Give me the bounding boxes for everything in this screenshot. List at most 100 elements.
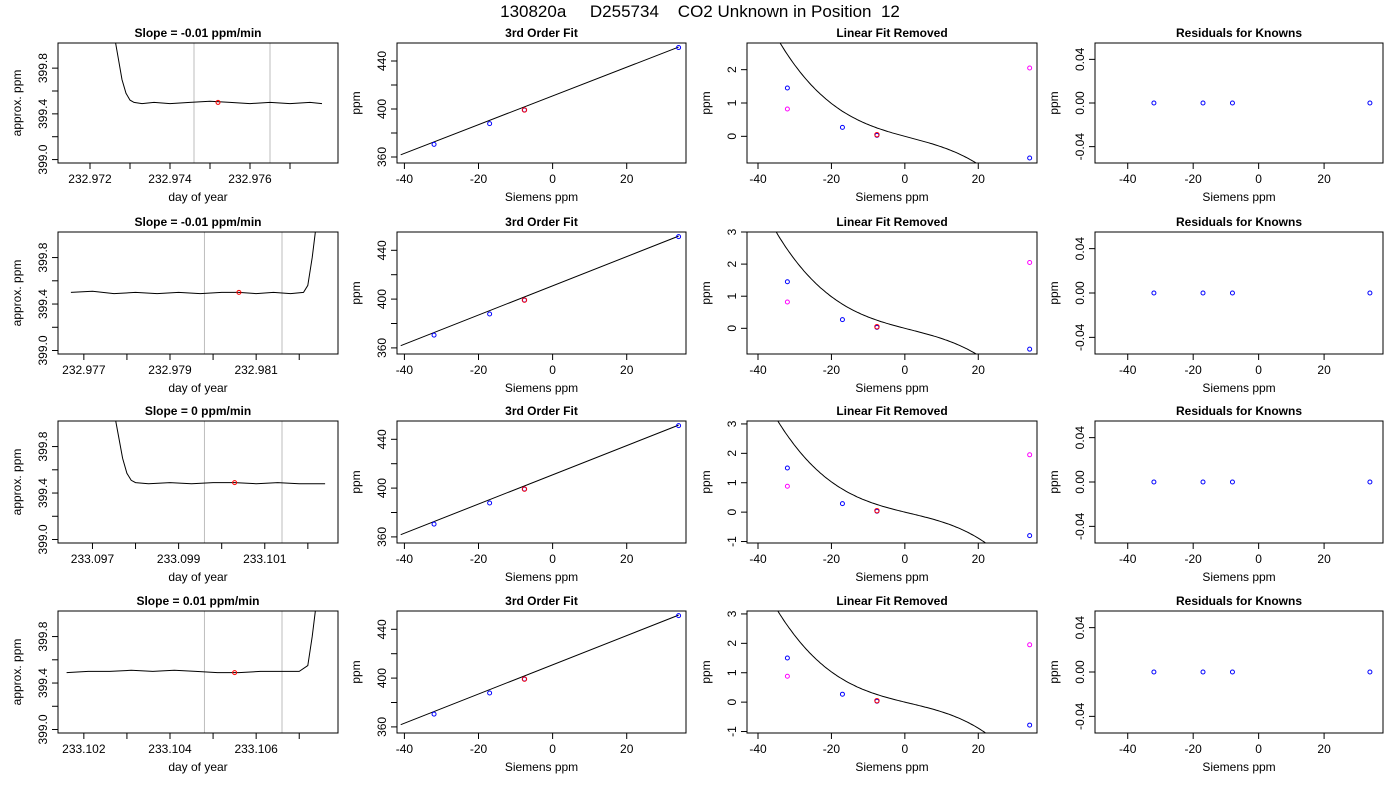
chart-title: Slope = 0.01 ppm/min [136,594,259,608]
plot-area [70,232,316,354]
plot-frame [57,610,339,734]
x-tick-label: -20 [1185,172,1203,186]
x-tick-label: 20 [972,742,986,756]
x-tick-label: -20 [470,172,488,186]
chart-title: Residuals for Knowns [1176,594,1302,608]
plot-area [1151,290,1373,296]
x-axis-label: Siemens ppm [1202,760,1275,774]
figure-title: 130820a D255734 CO2 Unknown in Position … [500,2,900,21]
unknown-point [874,324,880,330]
x-tick-label: -40 [1119,172,1137,186]
y-axis-label: ppm [349,281,363,304]
residual-point [1200,479,1206,485]
x-tick-label: 232.981 [234,363,278,377]
y-axis-label: ppm [1047,91,1061,114]
y-tick-label: 0.04 [1073,426,1087,450]
plot-area [1151,100,1373,106]
x-tick-label: -40 [1119,742,1137,756]
chart-title: Linear Fit Removed [836,26,947,40]
y-tick-label: 1 [725,669,739,676]
plot-frame [396,610,687,734]
plot-frame [57,42,339,164]
x-tick-label: -20 [1185,552,1203,566]
residual-point [1229,290,1235,296]
unknown-point [521,297,528,303]
x-tick-label: 232.979 [148,363,192,377]
residual-point [1151,669,1157,675]
plot-frame [396,231,687,355]
y-tick-label: 360 [375,717,389,737]
x-tick-label: 233.097 [71,552,115,566]
known-point [839,691,845,697]
series-line [70,232,316,295]
y-tick-label: 399.8 [36,431,50,461]
y-tick-label: 2 [725,66,739,73]
x-axis-label: Siemens ppm [855,570,928,584]
known-point [839,317,845,323]
chart-title: Slope = -0.01 ppm/min [134,215,261,229]
y-tick-label: 3 [725,610,739,617]
x-tick-label: -40 [749,742,767,756]
y-tick-label: 440 [375,619,389,639]
x-tick-label: -20 [470,552,488,566]
y-tick-label: 0.04 [1073,47,1087,71]
raw-point [1027,65,1033,71]
x-tick-label: 0 [902,552,909,566]
plot-area [777,421,1033,543]
y-tick-label: 1 [725,479,739,486]
series-line [66,611,316,674]
residual-point [1229,100,1235,106]
x-tick-label: 232.974 [148,172,192,186]
y-axis-label: approx. ppm [10,260,24,327]
y-tick-label: 400 [375,478,389,498]
plot-frame [746,42,1038,164]
fit-line [400,614,679,726]
x-tick-label: 0 [902,363,909,377]
y-tick-label: 399.4 [36,289,50,319]
x-axis-label: day of year [168,760,227,774]
chart-title: Linear Fit Removed [836,404,947,418]
raw-point [784,299,790,305]
x-tick-label: 0 [1255,363,1262,377]
unknown-marker [232,480,238,486]
plot-frame [1094,231,1384,355]
x-tick-label: 0 [1255,742,1262,756]
x-tick-label: -40 [396,363,414,377]
y-axis-label: ppm [699,470,713,493]
y-tick-label: -0.04 [1073,133,1087,161]
y-tick-label: 399.4 [36,668,50,698]
known-point [784,85,790,91]
plot-area [777,611,1033,733]
unknown-point [874,507,880,514]
x-tick-label: 20 [1317,172,1331,186]
known-point [431,141,437,147]
x-tick-label: -20 [823,363,841,377]
y-axis-label: ppm [1047,470,1061,493]
x-tick-label: -40 [749,552,767,566]
fit-curve [775,232,978,354]
plot-area [400,234,682,347]
y-tick-label: 399.8 [36,53,50,83]
plot-area [400,45,682,156]
x-tick-label: 20 [1317,742,1331,756]
y-tick-label: 0 [725,133,739,140]
y-axis-label: ppm [349,660,363,683]
chart-title: 3rd Order Fit [505,215,578,229]
x-tick-label: 232.972 [68,172,112,186]
x-tick-label: 20 [972,552,986,566]
y-axis-label: ppm [1047,281,1061,304]
x-axis-label: day of year [168,190,227,204]
residual-point [1367,290,1373,296]
plot-area [400,423,682,536]
x-tick-label: -20 [1185,742,1203,756]
y-axis-label: ppm [349,470,363,493]
y-axis-label: approx. ppm [10,449,24,516]
chart-panel-r4c2: 3rd Order Fit -40 -20 0 20 360 400 440 Siemens p… [349,594,687,774]
fit-curve [777,611,987,733]
residual-point [1151,290,1157,296]
chart-panel-r2c2: 3rd Order Fit -40 -20 0 20 360 400 440 Siemens p… [349,215,687,395]
residual-point [1151,479,1157,485]
x-tick-label: -40 [1119,363,1137,377]
x-tick-label: -40 [749,172,767,186]
residual-point [1151,100,1157,106]
